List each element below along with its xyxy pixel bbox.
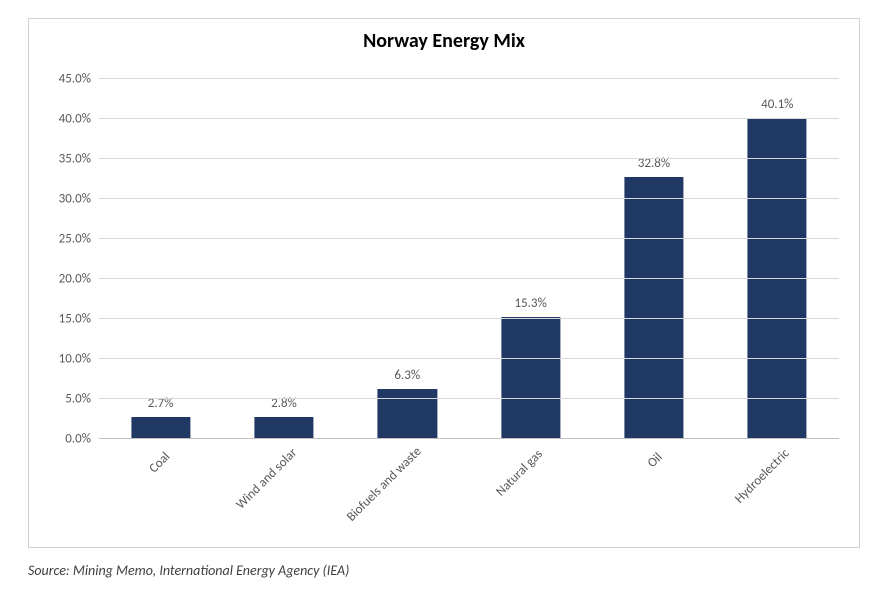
x-label-slot: Natural gas: [469, 445, 592, 545]
x-axis-label: Biofuels and waste: [344, 444, 425, 525]
x-label-slot: Wind and solar: [222, 445, 345, 545]
bar-slot: 2.7%: [99, 79, 222, 439]
x-label-slot: Coal: [99, 445, 222, 545]
bar: [624, 177, 683, 439]
bars-row: 2.7%2.8% 6.3% 15.3% 32.8% 40.1%: [99, 79, 839, 439]
y-tick-label: 35.0%: [59, 152, 91, 167]
x-label-slot: Oil: [592, 445, 715, 545]
chart-container: Norway Energy Mix 2.7%2.8% 6.3% 15.3% 32.8%…: [28, 18, 860, 548]
bar-slot: 6.3%: [346, 79, 469, 439]
y-tick-label: 15.0%: [59, 312, 91, 327]
gridline: [99, 198, 839, 199]
gridline: [99, 158, 839, 159]
gridline: [99, 118, 839, 119]
bar-slot: 40.1%: [716, 79, 839, 439]
plot-area: 2.7%2.8%6.3%15.3%32.8%40.1% 0.0%5.0%10.0…: [99, 79, 839, 439]
chart-title: Norway Energy Mix: [29, 19, 859, 53]
x-axis-label: Coal: [146, 449, 173, 476]
x-label-slot: Biofuels and waste: [346, 445, 469, 545]
bar: [378, 389, 437, 439]
bar: [254, 417, 313, 439]
gridline: [99, 318, 839, 319]
data-label: 15.3%: [514, 296, 546, 311]
gridline: [99, 78, 839, 79]
gridline: [99, 278, 839, 279]
y-tick-label: 40.0%: [59, 112, 91, 127]
gridline: [99, 238, 839, 239]
x-axis-label: Hydroelectric: [732, 446, 793, 507]
y-tick-label: 5.0%: [65, 392, 91, 407]
bar-slot: 32.8%: [592, 79, 715, 439]
x-axis-label: Natural gas: [493, 447, 546, 500]
y-tick-label: 10.0%: [59, 352, 91, 367]
x-axis-labels: Coal Wind and solar Biofuels and waste Natu…: [99, 445, 839, 545]
y-tick-label: 30.0%: [59, 192, 91, 207]
bar: [131, 417, 190, 439]
y-tick-label: 20.0%: [59, 272, 91, 287]
data-label: 40.1%: [761, 97, 793, 112]
bar: [501, 317, 560, 439]
gridline: [99, 358, 839, 359]
y-tick-label: 45.0%: [59, 72, 91, 87]
gridline: [99, 398, 839, 399]
gridline: [99, 438, 839, 439]
x-label-slot: Hydroelectric: [716, 445, 839, 545]
x-axis-label: Oil: [645, 450, 666, 471]
bar-slot: 2.8%: [222, 79, 345, 439]
y-tick-label: 0.0%: [65, 432, 91, 447]
bar-slot: 15.3%: [469, 79, 592, 439]
source-note: Source: Mining Memo, International Energ…: [28, 562, 349, 579]
y-tick-label: 25.0%: [59, 232, 91, 247]
x-axis-label: Wind and solar: [233, 445, 300, 512]
data-label: 6.3%: [394, 368, 420, 383]
